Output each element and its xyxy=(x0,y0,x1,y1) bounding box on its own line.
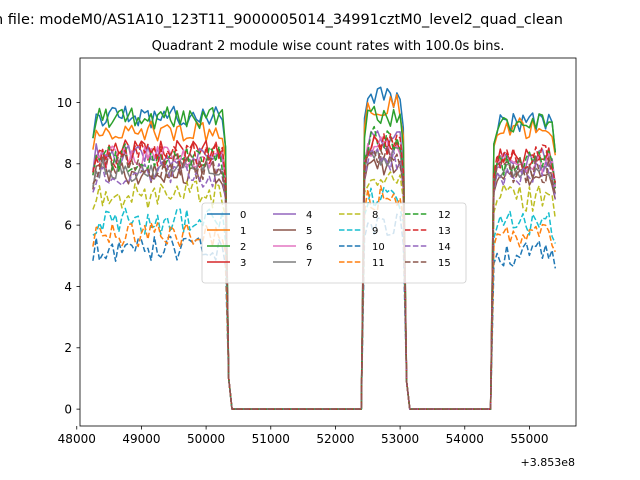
y-tick-label: 8 xyxy=(64,157,72,171)
legend-label-2: 2 xyxy=(240,242,246,253)
legend-box xyxy=(201,202,467,284)
x-tick-label: 53000 xyxy=(381,432,419,446)
y-tick-label: 0 xyxy=(64,402,72,416)
x-tick-label: 51000 xyxy=(252,432,290,446)
y-tick-label: 4 xyxy=(64,280,72,294)
chart-suptitle: n file: modeM0/AS1A10_123T11_9000005014_… xyxy=(0,12,563,28)
legend-label-1: 1 xyxy=(240,226,246,237)
legend-label-10: 10 xyxy=(372,242,385,253)
y-tick-label: 6 xyxy=(64,218,72,232)
x-tick-label: 52000 xyxy=(316,432,354,446)
legend-label-9: 9 xyxy=(372,226,378,237)
series-line-15 xyxy=(92,145,557,410)
x-offset-label: +3.853e8 xyxy=(521,456,575,469)
x-tick-label: 54000 xyxy=(446,432,484,446)
legend-label-5: 5 xyxy=(306,226,312,237)
legend-label-0: 0 xyxy=(240,210,246,221)
chart-title: Quadrant 2 module wise count rates with … xyxy=(152,39,505,54)
legend-label-3: 3 xyxy=(240,258,246,269)
legend-label-11: 11 xyxy=(372,258,385,269)
x-tick-label: 48000 xyxy=(58,432,96,446)
legend-label-13: 13 xyxy=(438,226,451,237)
legend-label-4: 4 xyxy=(306,210,312,221)
legend-label-6: 6 xyxy=(306,242,312,253)
legend-label-7: 7 xyxy=(306,258,312,269)
x-tick-label: 55000 xyxy=(510,432,548,446)
axes-frame xyxy=(79,57,577,427)
x-tick-label: 49000 xyxy=(122,432,160,446)
y-tick-label: 2 xyxy=(64,341,72,355)
legend-label-12: 12 xyxy=(438,210,451,221)
legend-label-14: 14 xyxy=(438,242,451,253)
legend-label-8: 8 xyxy=(372,210,378,221)
legend-label-15: 15 xyxy=(438,258,451,269)
y-tick-label: 10 xyxy=(57,96,72,110)
x-tick-label: 50000 xyxy=(187,432,225,446)
plot-area: 48000 49000 50000 51000 52000 53000 54000 55000… xyxy=(57,57,577,446)
